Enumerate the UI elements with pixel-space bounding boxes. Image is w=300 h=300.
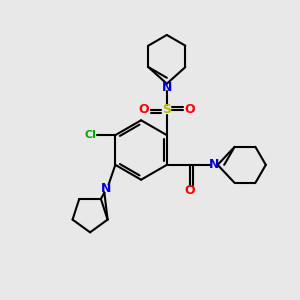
Text: N: N <box>101 182 112 195</box>
Text: N: N <box>208 158 219 171</box>
Text: O: O <box>185 184 195 197</box>
Text: Cl: Cl <box>84 130 96 140</box>
Text: N: N <box>162 81 172 94</box>
Text: S: S <box>162 103 171 116</box>
Text: O: O <box>139 103 149 116</box>
Text: O: O <box>184 103 195 116</box>
